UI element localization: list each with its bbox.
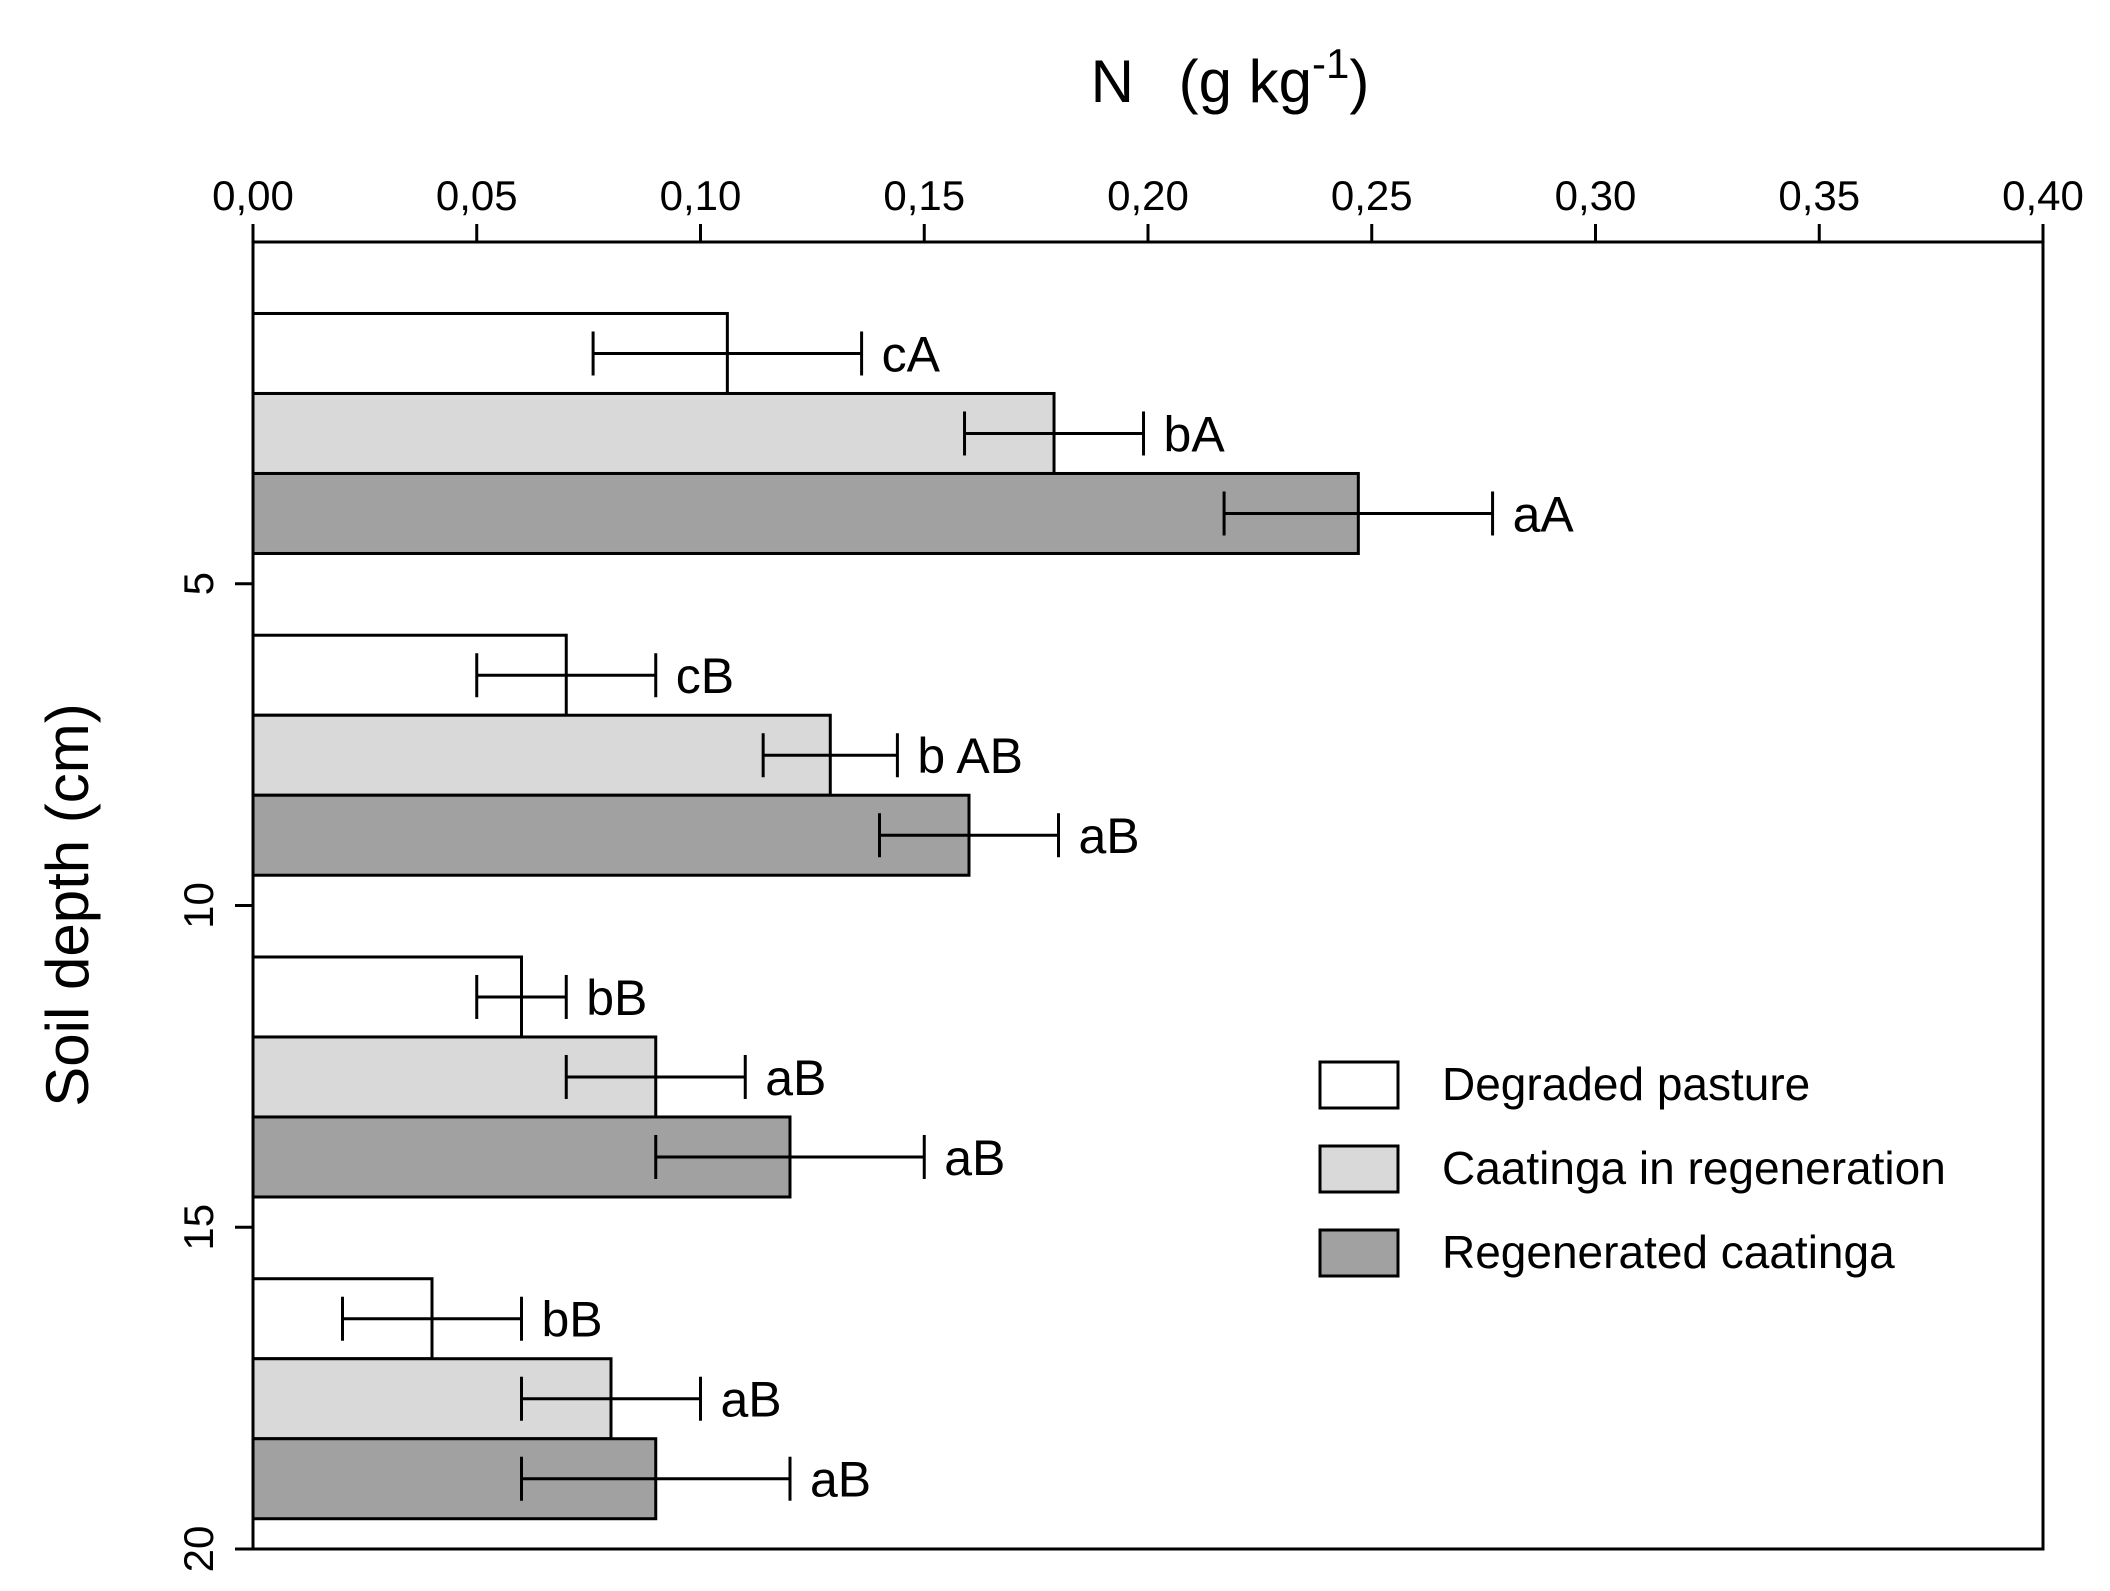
significance-label: b AB xyxy=(917,728,1023,784)
significance-label-group: cA bA aA cB b AB aB bB aB aB bB aB aB xyxy=(542,326,1575,1507)
significance-label: bA xyxy=(1164,406,1226,462)
significance-label: aB xyxy=(1079,808,1140,864)
significance-label: cB xyxy=(676,648,734,704)
significance-label: aB xyxy=(721,1372,782,1428)
y-tick-label: 15 xyxy=(175,1204,222,1251)
x-tick-label: 0,40 xyxy=(2002,172,2084,219)
y-tick-label: 20 xyxy=(175,1526,222,1573)
x-axis-title-var: N xyxy=(1091,48,1134,115)
significance-label: aB xyxy=(765,1050,826,1106)
x-axis-title: N (g kg-1) xyxy=(1091,40,1370,115)
legend-swatch xyxy=(1318,1228,1400,1278)
y-axis: 5 10 15 20 xyxy=(175,572,253,1572)
legend-label: Degraded pasture xyxy=(1442,1058,1810,1110)
legend: Degraded pasture Caatinga in regeneration… xyxy=(1318,1058,1946,1278)
bar xyxy=(251,1115,792,1199)
x-tick-label: 0,00 xyxy=(212,172,294,219)
bar xyxy=(251,713,832,797)
x-tick-label: 0,25 xyxy=(1331,172,1413,219)
x-axis: 0,00 0,05 0,10 0,15 0,20 0,25 0,30 0,35 0,40 xyxy=(212,172,2084,242)
significance-label: bB xyxy=(542,1292,603,1348)
x-axis-title-end: ) xyxy=(1349,48,1369,115)
significance-label: aB xyxy=(810,1452,871,1508)
significance-label: bB xyxy=(586,970,647,1026)
significance-label: aB xyxy=(944,1130,1005,1186)
bar xyxy=(251,471,1360,555)
bar-group xyxy=(251,311,1360,1521)
legend-swatch xyxy=(1318,1144,1400,1194)
x-tick-label: 0,20 xyxy=(1107,172,1189,219)
x-tick-label: 0,10 xyxy=(660,172,742,219)
legend-label: Caatinga in regeneration xyxy=(1442,1142,1946,1194)
significance-label: cA xyxy=(882,326,941,382)
x-axis-title-sup: -1 xyxy=(1312,40,1349,87)
x-tick-label: 0,35 xyxy=(1778,172,1860,219)
legend-label: Regenerated caatinga xyxy=(1442,1226,1895,1278)
bar xyxy=(251,391,1056,475)
y-tick-label: 5 xyxy=(175,572,222,595)
errorbar-group xyxy=(341,331,1495,1501)
bar xyxy=(251,793,971,877)
x-axis-title-unit: (g kg xyxy=(1179,48,1312,115)
y-tick-label: 10 xyxy=(175,882,222,929)
x-tick-label: 0,30 xyxy=(1555,172,1637,219)
legend-swatch xyxy=(1318,1060,1400,1110)
y-axis-title: Soil depth (cm) xyxy=(34,703,101,1106)
significance-label: aA xyxy=(1513,486,1575,542)
x-tick-label: 0,15 xyxy=(883,172,965,219)
x-tick-label: 0,05 xyxy=(436,172,518,219)
